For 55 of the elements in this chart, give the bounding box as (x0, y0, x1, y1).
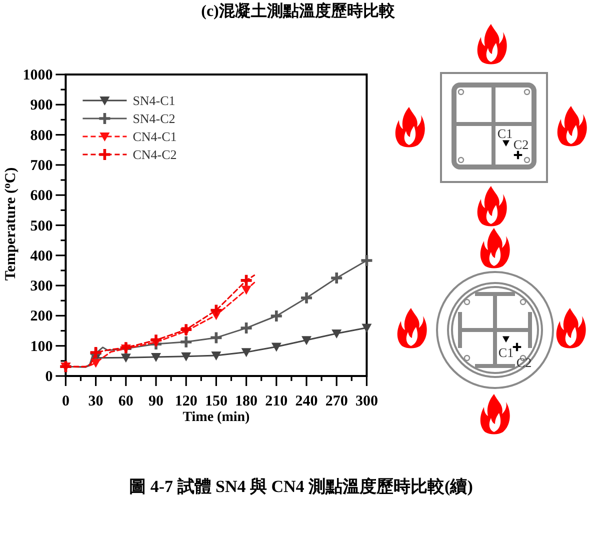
y-tick-label: 600 (30, 188, 53, 204)
caption: 圖 4-7 試體 SN4 與 CN4 測點溫度歷時比較(續) (129, 477, 473, 496)
y-tick-label: 0 (45, 369, 53, 385)
y-tick-label: 500 (30, 218, 53, 234)
text: C1 (498, 345, 514, 360)
x-tick-label: 150 (204, 394, 228, 410)
point (180, 336, 192, 348)
text: C2 (516, 355, 532, 370)
x-tick-label: 90 (148, 394, 164, 410)
point (302, 336, 312, 346)
point (361, 255, 372, 266)
y-tick-label: 100 (30, 338, 53, 355)
point (362, 324, 372, 333)
point (181, 352, 192, 362)
text: C2 (513, 137, 529, 152)
point (332, 329, 342, 338)
point (150, 334, 162, 346)
point (210, 304, 222, 316)
x-tick-label: 0 (62, 394, 70, 410)
text: (c)混凝土測點溫度歷時比較 (201, 1, 396, 20)
y-tick-label: 700 (30, 158, 53, 174)
point (211, 352, 222, 360)
point (240, 322, 252, 334)
y-tick-label: 200 (30, 308, 53, 325)
y-tick-label: 900 (30, 98, 53, 114)
point (151, 353, 161, 362)
legend-label: CN4-C1 (132, 129, 177, 144)
legend-label: CN4-C2 (132, 147, 177, 162)
point (241, 286, 252, 295)
y-tick-label: 800 (30, 128, 53, 144)
y-tick-label: 400 (30, 248, 53, 264)
point (120, 354, 131, 363)
x-tick-label: 180 (235, 394, 258, 410)
text: C1 (497, 126, 513, 141)
x-tick-label: 120 (174, 394, 198, 410)
x-tick-label: 60 (118, 394, 134, 410)
point (241, 348, 252, 358)
point (90, 358, 101, 368)
x-tick-label: 270 (325, 394, 348, 410)
x-tick-label: 300 (355, 394, 378, 410)
x-tick-label: 30 (88, 394, 104, 410)
x-tick-label: 210 (265, 394, 288, 410)
point (180, 324, 192, 336)
point (240, 274, 252, 286)
point (210, 332, 222, 344)
legend-label: SN4-C1 (132, 93, 176, 108)
point (301, 292, 312, 304)
x-tick-label: 240 (295, 394, 318, 410)
y-tick-label: 300 (30, 278, 53, 295)
y-tick-label: 1000 (22, 68, 53, 84)
x-axis-title: Time (min) (182, 410, 250, 425)
point (270, 310, 282, 322)
legend-label: SN4-C2 (132, 111, 176, 126)
point (331, 272, 342, 284)
point (271, 342, 282, 352)
